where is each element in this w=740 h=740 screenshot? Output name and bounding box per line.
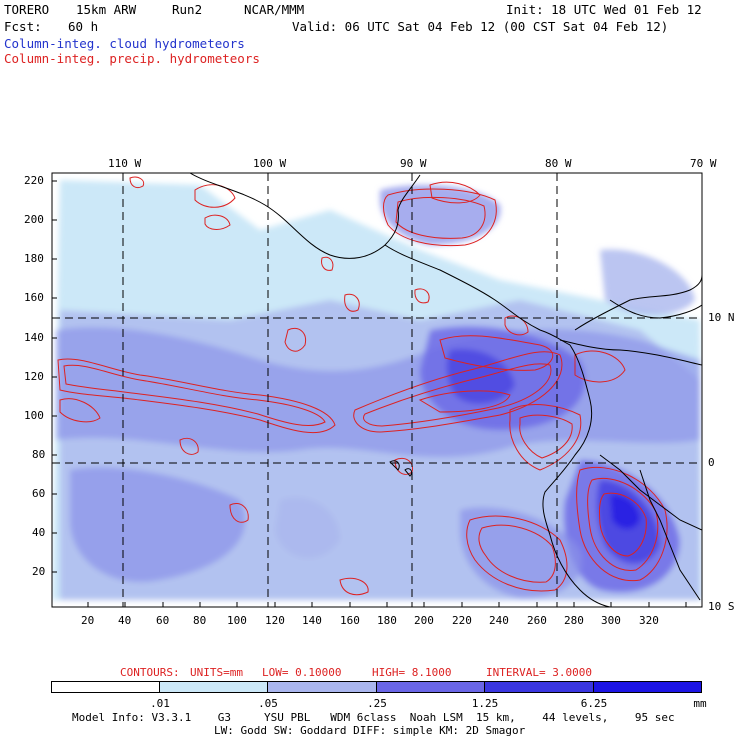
y-tick-label: 100 — [24, 409, 44, 422]
plot-frame — [51, 172, 703, 608]
lat-label: 0 — [708, 456, 715, 469]
lat-label: 10 S — [708, 600, 735, 613]
forecast-label: Fcst: — [4, 19, 42, 34]
x-tick-label: 280 — [564, 614, 584, 627]
x-tick-label: 160 — [340, 614, 360, 627]
colorbar-swatch — [594, 681, 702, 693]
lat-label: 10 N — [708, 311, 735, 324]
physics-info: LW: Godd SW: Goddard DIFF: simple KM: 2D… — [214, 724, 526, 737]
lon-label: 90 W — [400, 157, 427, 170]
y-tick-label: 160 — [24, 291, 44, 304]
contours-units: UNITS=mm — [190, 666, 243, 679]
colorbar-unit: mm — [693, 697, 707, 710]
colorbar-label: .25 — [367, 697, 387, 710]
colorbar-swatch — [485, 681, 594, 693]
x-tick-label: 20 — [81, 614, 95, 627]
colorbar-swatch — [377, 681, 485, 693]
forecast-hour: 60 h — [68, 19, 99, 34]
coastlines — [189, 173, 702, 607]
colorbar-label: 1.25 — [471, 697, 499, 710]
axis-ticks — [52, 180, 687, 607]
y-tick-label: 120 — [24, 370, 44, 383]
lon-label: 110 W — [108, 157, 142, 170]
lon-label: 100 W — [253, 157, 287, 170]
precip-contours — [57, 176, 668, 596]
x-tick-label: 120 — [265, 614, 285, 627]
run-label: Run2 — [172, 2, 203, 17]
contours-low: LOW= 0.10000 — [262, 666, 342, 679]
cloud-field-title: Column-integ. cloud hydrometeors — [4, 36, 245, 51]
model-name: TORERO — [4, 2, 50, 17]
contours-high: HIGH= 8.1000 — [372, 666, 452, 679]
x-tick-label: 300 — [601, 614, 621, 627]
x-tick-label: 180 — [377, 614, 397, 627]
y-tick-label: 200 — [24, 213, 44, 226]
lon-label: 70 W — [690, 157, 717, 170]
contours-interval: INTERVAL= 3.0000 — [486, 666, 592, 679]
colorbar-frame — [51, 681, 702, 693]
y-tick-label: 20 — [32, 565, 46, 578]
lon-label: 80 W — [545, 157, 572, 170]
x-tick-label: 60 — [156, 614, 170, 627]
colorbar-swatch — [268, 681, 377, 693]
y-tick-label: 140 — [24, 331, 44, 344]
y-tick-label: 60 — [32, 487, 46, 500]
cloud-shading — [52, 173, 702, 607]
x-tick-label: 140 — [302, 614, 322, 627]
x-tick-label: 80 — [193, 614, 207, 627]
x-tick-label: 40 — [118, 614, 132, 627]
x-tick-label: 320 — [639, 614, 659, 627]
x-tick-label: 100 — [227, 614, 247, 627]
y-tick-label: 80 — [32, 448, 46, 461]
colorbar-label: 6.25 — [580, 697, 608, 710]
x-tick-label: 260 — [527, 614, 547, 627]
colorbar-label: .01 — [150, 697, 170, 710]
contours-label: CONTOURS: — [120, 666, 180, 679]
y-tick-label: 220 — [24, 174, 44, 187]
colorbar-swatch — [51, 681, 160, 693]
x-tick-label: 200 — [414, 614, 434, 627]
latlon-grid — [52, 173, 702, 607]
init-time: Init: 18 UTC Wed 01 Feb 12 — [506, 2, 702, 17]
y-tick-label: 40 — [32, 526, 46, 539]
organization-label: NCAR/MMM — [244, 2, 305, 17]
precip-field-title: Column-integ. precip. hydrometeors — [4, 51, 260, 66]
colorbar-swatch — [160, 681, 268, 693]
valid-time: Valid: 06 UTC Sat 04 Feb 12 (00 CST Sat … — [292, 19, 669, 34]
y-tick-label: 180 — [24, 252, 44, 265]
x-tick-label: 220 — [452, 614, 472, 627]
x-tick-label: 240 — [489, 614, 509, 627]
model-resolution: 15km ARW — [76, 2, 137, 17]
model-info: Model Info: V3.3.1 G3 YSU PBL WDM 6class… — [72, 711, 675, 724]
colorbar-label: .05 — [258, 697, 278, 710]
